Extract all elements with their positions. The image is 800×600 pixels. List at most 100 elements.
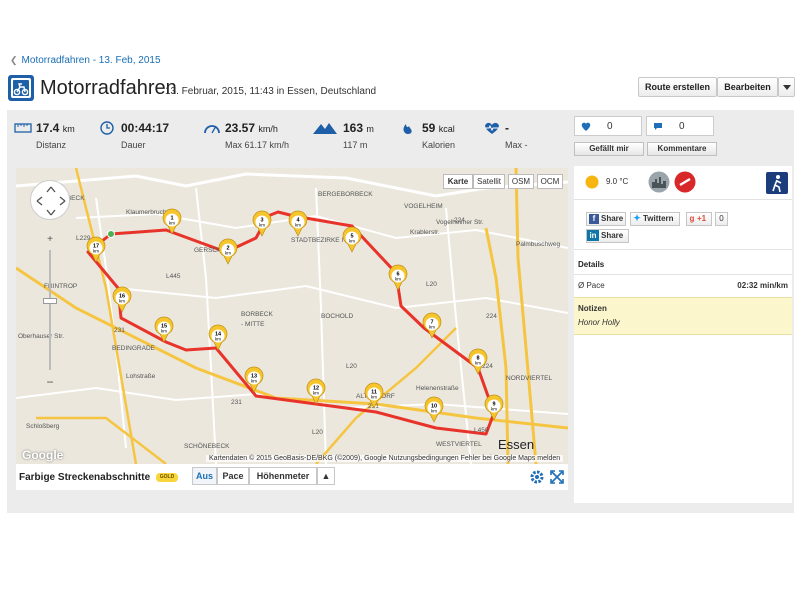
segment-pace-button[interactable]: Pace	[217, 467, 249, 485]
like-button[interactable]: Gefällt mir	[574, 142, 644, 156]
zoom-out-icon[interactable]: −	[46, 375, 54, 389]
google-plus-label: +1	[697, 214, 707, 223]
share-row: f Share ✦ Twittern g +1 0 in Share	[574, 200, 792, 250]
title-row: Motorradfahren 13. Februar, 2015, 11:43 …	[8, 75, 795, 105]
edit-button[interactable]: Bearbeiten	[717, 77, 778, 97]
map-label-borbeck: BORBECK	[241, 311, 273, 318]
caret-down-icon	[782, 85, 791, 90]
twitter-button[interactable]: ✦ Twittern	[630, 212, 680, 226]
elevation-unit: m	[366, 124, 374, 134]
facebook-icon: f	[589, 214, 599, 224]
map-label-nordviertel: NORDVIERTEL	[506, 375, 552, 382]
linkedin-share-label: Share	[601, 231, 624, 240]
dropdown-button[interactable]	[778, 77, 795, 97]
km-marker-5[interactable]: 5km	[342, 226, 362, 253]
svg-text:km: km	[429, 325, 435, 330]
pan-arrows-icon	[36, 186, 66, 216]
map-label-frintrop: FRINTROP	[44, 283, 77, 290]
comments-button[interactable]: Kommentare	[647, 142, 717, 156]
map-label-heltenstr: Helenenstraße	[416, 385, 459, 392]
linkedin-share-button[interactable]: in Share	[586, 229, 629, 243]
svg-text:km: km	[349, 239, 355, 244]
pan-control[interactable]	[30, 180, 70, 220]
distance-label: Distanz	[36, 140, 67, 150]
km-marker-3[interactable]: 3km	[252, 210, 272, 237]
svg-text:km: km	[215, 337, 221, 342]
map-label-einbeck: EINBECK	[56, 195, 85, 202]
chevron-left-icon: ❮	[10, 55, 18, 65]
zoom-in-icon[interactable]: +	[47, 234, 53, 245]
speed-unit: km/h	[258, 124, 278, 134]
map-label-l20b: L20	[346, 363, 357, 370]
map-toolbar: Farbige Streckenabschnitte GOLD Aus Pace…	[16, 464, 568, 490]
google-plus-button[interactable]: g +1	[686, 212, 712, 226]
city-icon	[648, 171, 670, 198]
settings-gear-icon[interactable]	[529, 469, 545, 485]
route-map[interactable]: EINBECK BERGEBORBECK VOGELHEIM STADTBEZIRKE…	[16, 168, 568, 464]
conditions-row: 9.0 °C	[574, 166, 792, 200]
sun-icon	[584, 174, 600, 195]
map-label-obhauser: Oberhauser Str.	[18, 333, 64, 340]
km-marker-7[interactable]: 7km	[422, 312, 442, 339]
km-marker-8[interactable]: 8km	[468, 348, 488, 375]
zoom-slider-handle[interactable]	[43, 298, 57, 304]
notes-box: Notizen Honor Holly	[574, 297, 792, 335]
segment-off-button[interactable]: Aus	[192, 467, 217, 485]
svg-text:km: km	[475, 361, 481, 366]
km-marker-2[interactable]: 2km	[218, 238, 238, 265]
map-type-karte[interactable]: Karte	[443, 174, 473, 189]
map-label-l445: L445	[166, 273, 181, 280]
svg-text:km: km	[431, 409, 437, 414]
calories-label: Kalorien	[422, 140, 456, 150]
create-route-button[interactable]: Route erstellen	[638, 77, 717, 97]
svg-text:km: km	[169, 221, 175, 226]
svg-text:km: km	[119, 299, 125, 304]
map-canvas[interactable]: EINBECK BERGEBORBECK VOGELHEIM STADTBEZIRKE…	[16, 168, 568, 464]
svg-text:km: km	[371, 395, 377, 400]
map-type-osm[interactable]: OSM	[508, 174, 534, 189]
clock-icon	[99, 121, 117, 135]
sidebar: 9.0 °C f Share ✦ Twittern g +1 0 in Sh	[574, 166, 792, 503]
breadcrumb[interactable]: ❮ Motorradfahren - 13. Feb, 2015	[10, 55, 161, 66]
heartrate-label: Max -	[505, 140, 528, 150]
speed-value: 23.57	[225, 121, 256, 135]
workout-panel: 17.4 km Distanz 00:44:17 Dauer 23.57 km/…	[7, 110, 794, 513]
duration-label: Dauer	[121, 140, 146, 150]
comments-counter: 0	[646, 116, 714, 136]
svg-text:15: 15	[161, 324, 167, 330]
facebook-share-button[interactable]: f Share	[586, 212, 626, 226]
map-attribution[interactable]: Kartendaten © 2015 GeoBasis-DE/BKG (©200…	[206, 455, 564, 462]
km-marker-4[interactable]: 4km	[288, 210, 308, 237]
map-type-ocm[interactable]: OCM	[537, 174, 563, 189]
calories-value: 59	[422, 121, 436, 135]
svg-text:13: 13	[251, 374, 257, 380]
svg-text:km: km	[251, 379, 257, 384]
km-marker-6[interactable]: 6km	[388, 264, 408, 291]
speech-bubble-icon	[653, 122, 663, 131]
svg-text:7: 7	[430, 320, 433, 326]
zoom-slider-track[interactable]	[49, 250, 51, 370]
svg-text:14: 14	[215, 332, 222, 338]
stats-bar: 17.4 km Distanz 00:44:17 Dauer 23.57 km/…	[7, 110, 567, 162]
calories-unit: kcal	[438, 124, 455, 134]
segment-elevation-button[interactable]: Höhenmeter	[249, 467, 317, 485]
km-marker-1[interactable]: 1km	[162, 208, 182, 235]
map-label-a231a: 231	[114, 327, 125, 334]
fullscreen-icon[interactable]	[549, 469, 565, 485]
map-label-gerschede: GERSCH	[194, 247, 222, 254]
km-marker-9[interactable]: 9km	[484, 394, 504, 421]
map-label-ardenb: Lohstraße	[126, 373, 156, 380]
collapse-arrow-button[interactable]: ▲	[317, 467, 335, 485]
breadcrumb-label[interactable]: Motorradfahren - 13. Feb, 2015	[21, 55, 161, 66]
map-label-schonebeck: SCHÖNEBECK	[184, 442, 230, 450]
map-type-satellit[interactable]: Satellit	[473, 174, 505, 189]
map-label-krablerstr: Krablerstr.	[410, 229, 440, 236]
